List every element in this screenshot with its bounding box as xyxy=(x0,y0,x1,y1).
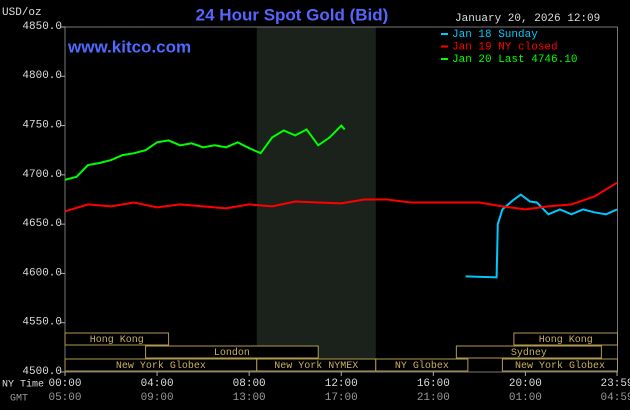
series-line xyxy=(465,193,618,279)
session-shade xyxy=(256,27,376,372)
y-tick-label: 4850.0 xyxy=(22,21,62,33)
session-label: New York Globex xyxy=(515,360,605,372)
x-tick-label: 12:00 xyxy=(325,378,358,390)
session-label: NY Globex xyxy=(395,360,449,372)
series-line xyxy=(64,124,346,181)
timestamp: January 20, 2026 12:09 xyxy=(455,13,600,25)
x-tick-label: 23:59 xyxy=(601,378,630,390)
y-tick-label: 4750.0 xyxy=(22,119,62,131)
session-box xyxy=(501,358,619,372)
session-box xyxy=(375,358,469,372)
y-axis-label: USD/oz xyxy=(2,7,42,19)
y-tick-label: 4700.0 xyxy=(22,169,62,181)
session-label: New York Globex xyxy=(116,360,206,372)
legend-label: Jan 19 NY closed xyxy=(452,41,558,53)
legend-label: Jan 18 Sunday xyxy=(452,29,538,41)
x-tick-label: 00:00 xyxy=(48,378,81,390)
y-tick-label: 4600.0 xyxy=(22,267,62,279)
x2-tick-label: 01:00 xyxy=(509,392,542,404)
x-tick-label: 04:00 xyxy=(141,378,174,390)
site-label: www.kitco.com xyxy=(67,37,191,56)
session-label: New York NYMEX xyxy=(274,360,358,372)
chart-title: 24 Hour Spot Gold (Bid) xyxy=(196,5,389,24)
x-tick-label: 08:00 xyxy=(233,378,266,390)
session-box xyxy=(455,345,602,359)
y-tick-label: 4800.0 xyxy=(22,70,62,82)
x2-axis-label: GMT xyxy=(10,394,28,405)
session-label: Hong Kong xyxy=(539,335,593,346)
y-tick-label: 4650.0 xyxy=(22,218,62,230)
session-label: Sydney xyxy=(511,347,547,359)
x-tick-label: 16:00 xyxy=(417,378,450,390)
session-label: Hong Kong xyxy=(90,335,144,346)
x-axis-label: NY Time xyxy=(2,379,44,391)
x2-tick-label: 04:59 xyxy=(601,392,630,404)
session-box xyxy=(513,332,618,346)
x2-tick-label: 09:00 xyxy=(141,392,174,404)
legend-label: Jan 20 Last 4746.10 xyxy=(452,54,577,66)
session-label: London xyxy=(214,347,250,359)
session-box xyxy=(64,332,170,346)
y-tick-label: 4500.0 xyxy=(22,366,62,378)
series-line xyxy=(64,181,618,213)
x-tick-label: 20:00 xyxy=(509,378,542,390)
x2-tick-label: 17:00 xyxy=(325,392,358,404)
x2-tick-label: 21:00 xyxy=(417,392,450,404)
x2-tick-label: 13:00 xyxy=(233,392,266,404)
y-tick-label: 4550.0 xyxy=(22,317,62,329)
x2-tick-label: 05:00 xyxy=(48,392,81,404)
session-box xyxy=(145,345,319,359)
